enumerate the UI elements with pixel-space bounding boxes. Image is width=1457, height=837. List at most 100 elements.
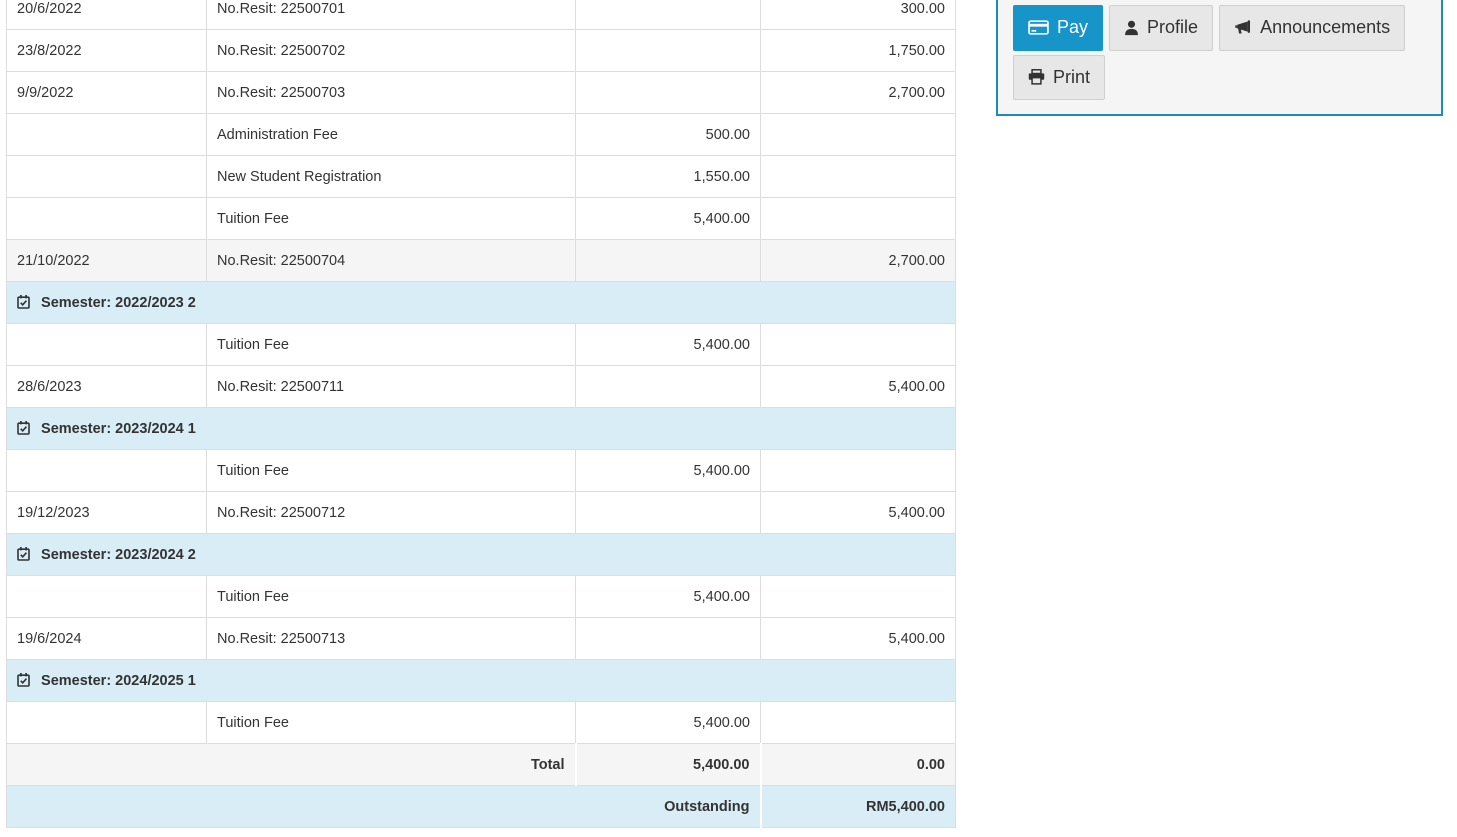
- cell-charge: 5,400.00: [575, 701, 761, 744]
- print-button[interactable]: Print: [1013, 54, 1106, 101]
- calendar-check-icon: [17, 420, 30, 435]
- cell-description: No.Resit: 22500712: [206, 491, 576, 534]
- actions-panel-row-2: Print: [1013, 54, 1426, 101]
- cell-payment: 5,400.00: [760, 491, 956, 534]
- cell-description: Tuition Fee: [206, 449, 576, 492]
- cell-payment: 2,700.00: [760, 71, 956, 114]
- cell-charge: [575, 29, 761, 72]
- fee-row: 20/6/2022 No.Resit: 22500701 300.00: [6, 0, 956, 30]
- cell-payment: [760, 197, 956, 240]
- cell-payment: [760, 155, 956, 198]
- fee-row: Administration Fee 500.00: [6, 113, 956, 156]
- actions-panel: Pay Profile: [996, 0, 1443, 116]
- total-charge-cell: 5,400.00: [574, 743, 761, 786]
- cell-payment: 2,700.00: [760, 239, 956, 282]
- printer-icon: [1028, 69, 1045, 86]
- cell-date: [6, 449, 207, 492]
- cell-date: [6, 155, 207, 198]
- total-label-cell: Total: [6, 743, 576, 786]
- semester-header-row: Semester: 2024/2025 1: [6, 659, 956, 702]
- fees-statement-section: 20/6/2022 No.Resit: 22500701 300.00 23/8/20…: [6, 0, 956, 828]
- cell-date: [6, 323, 207, 366]
- semester-header-cell: Semester: 2024/2025 1: [6, 659, 956, 702]
- cell-payment: 300.00: [760, 0, 956, 30]
- cell-charge: 5,400.00: [575, 575, 761, 618]
- announcements-button[interactable]: Announcements: [1219, 5, 1406, 51]
- fee-row: Tuition Fee 5,400.00: [6, 575, 956, 618]
- cell-charge: [575, 239, 761, 282]
- cell-charge: 5,400.00: [575, 449, 761, 492]
- fee-row: Tuition Fee 5,400.00: [6, 701, 956, 744]
- fees-table-body: 20/6/2022 No.Resit: 22500701 300.00 23/8/20…: [6, 0, 956, 828]
- announcements-button-label: Announcements: [1260, 17, 1391, 37]
- semester-header-row: Semester: 2022/2023 2: [6, 281, 956, 324]
- outstanding-amount-cell: RM5,400.00: [759, 785, 956, 828]
- print-button-label: Print: [1053, 66, 1091, 87]
- cell-charge: [575, 365, 761, 408]
- cell-description: No.Resit: 22500701: [206, 0, 576, 30]
- fee-row: 28/6/2023 No.Resit: 22500711 5,400.00: [6, 365, 956, 408]
- cell-charge: [575, 71, 761, 114]
- cell-description: No.Resit: 22500713: [206, 617, 576, 660]
- cell-date: 19/12/2023: [6, 491, 207, 534]
- cell-payment: [760, 449, 956, 492]
- cell-description: Tuition Fee: [206, 575, 576, 618]
- actions-panel-row-1: Pay Profile: [1013, 5, 1426, 51]
- semester-header-row: Semester: 2023/2024 1: [6, 407, 956, 450]
- fee-row: Tuition Fee 5,400.00: [6, 449, 956, 492]
- cell-description: Administration Fee: [206, 113, 576, 156]
- cell-description: No.Resit: 22500703: [206, 71, 576, 114]
- cell-date: [6, 701, 207, 744]
- fee-row: 19/6/2024 No.Resit: 22500713 5,400.00: [6, 617, 956, 660]
- semester-label: Semester: 2023/2024 1: [41, 420, 196, 437]
- cell-date: 21/10/2022: [6, 239, 207, 282]
- cell-charge: 5,400.00: [575, 323, 761, 366]
- cell-charge: 5,400.00: [575, 197, 761, 240]
- cell-description: Tuition Fee: [206, 323, 576, 366]
- cell-date: 9/9/2022: [6, 71, 207, 114]
- cell-payment: [760, 575, 956, 618]
- calendar-check-icon: [17, 672, 30, 687]
- cell-date: [6, 197, 207, 240]
- cell-description: No.Resit: 22500704: [206, 239, 576, 282]
- cell-charge: [575, 0, 761, 30]
- cell-description: No.Resit: 22500711: [206, 365, 576, 408]
- fee-row: Tuition Fee 5,400.00: [6, 323, 956, 366]
- total-payment-cell: 0.00: [759, 743, 956, 786]
- cell-payment: 1,750.00: [760, 29, 956, 72]
- cell-payment: 5,400.00: [760, 365, 956, 408]
- semester-label: Semester: 2023/2024 2: [41, 546, 196, 563]
- pay-button[interactable]: Pay: [1013, 5, 1104, 51]
- profile-button[interactable]: Profile: [1109, 5, 1214, 51]
- fee-row: Tuition Fee 5,400.00: [6, 197, 956, 240]
- total-row: Total 5,400.00 0.00: [6, 743, 956, 786]
- pay-button-label: Pay: [1057, 17, 1089, 37]
- fee-row: 9/9/2022 No.Resit: 22500703 2,700.00: [6, 71, 956, 114]
- fee-row: 21/10/2022 No.Resit: 22500704 2,700.00: [6, 239, 956, 282]
- cell-payment: 5,400.00: [760, 617, 956, 660]
- semester-label: Semester: 2022/2023 2: [41, 294, 196, 311]
- fee-row: New Student Registration 1,550.00: [6, 155, 956, 198]
- outstanding-label-cell: Outstanding: [6, 785, 761, 828]
- semester-header-cell: Semester: 2023/2024 2: [6, 533, 956, 576]
- cell-charge: 500.00: [575, 113, 761, 156]
- cell-date: [6, 575, 207, 618]
- credit-card-icon: [1028, 19, 1049, 36]
- fee-row: 23/8/2022 No.Resit: 22500702 1,750.00: [6, 29, 956, 72]
- cell-payment: [760, 113, 956, 156]
- cell-charge: [575, 617, 761, 660]
- semester-header-cell: Semester: 2023/2024 1: [6, 407, 956, 450]
- profile-button-label: Profile: [1147, 17, 1199, 37]
- calendar-check-icon: [17, 294, 30, 309]
- cell-date: 20/6/2022: [6, 0, 207, 30]
- cell-description: Tuition Fee: [206, 701, 576, 744]
- cell-description: New Student Registration: [206, 155, 576, 198]
- bullhorn-icon: [1234, 19, 1252, 36]
- fee-row: 19/12/2023 No.Resit: 22500712 5,400.00: [6, 491, 956, 534]
- cell-charge: 1,550.00: [575, 155, 761, 198]
- fees-statement-table: 20/6/2022 No.Resit: 22500701 300.00 23/8/20…: [6, 0, 956, 828]
- cell-date: 28/6/2023: [6, 365, 207, 408]
- cell-date: 23/8/2022: [6, 29, 207, 72]
- calendar-check-icon: [17, 546, 30, 561]
- cell-payment: [760, 701, 956, 744]
